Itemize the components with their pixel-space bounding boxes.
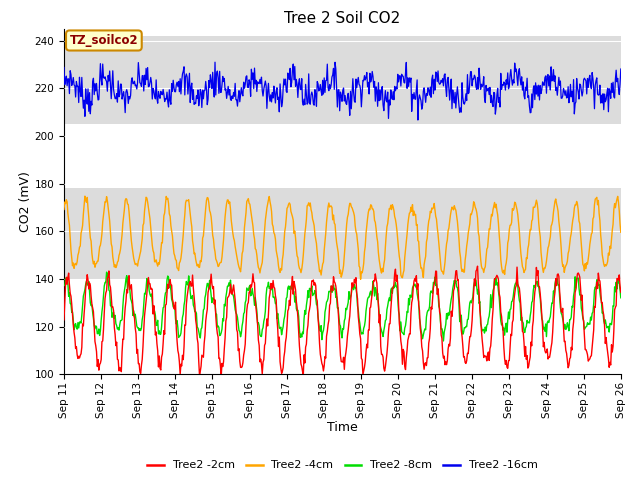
- Title: Tree 2 Soil CO2: Tree 2 Soil CO2: [284, 11, 401, 26]
- Y-axis label: CO2 (mV): CO2 (mV): [19, 171, 32, 232]
- X-axis label: Time: Time: [327, 421, 358, 434]
- Bar: [64, 189, 621, 279]
- Bar: [64, 36, 621, 124]
- Legend: Tree2 -2cm, Tree2 -4cm, Tree2 -8cm, Tree2 -16cm: Tree2 -2cm, Tree2 -4cm, Tree2 -8cm, Tree…: [143, 456, 542, 475]
- Text: TZ_soilco2: TZ_soilco2: [70, 34, 138, 47]
